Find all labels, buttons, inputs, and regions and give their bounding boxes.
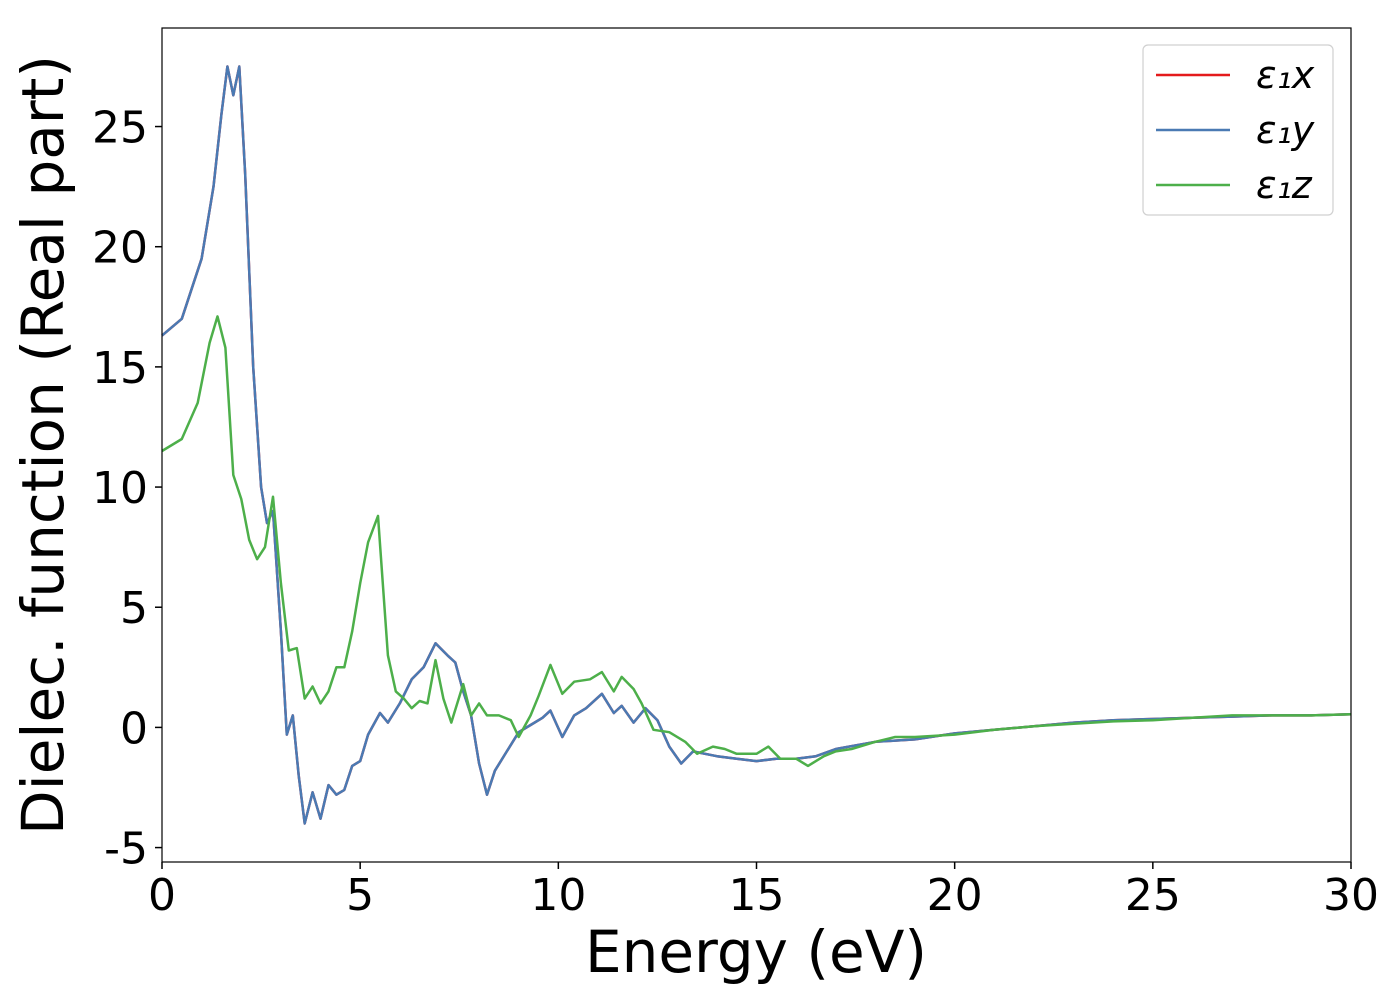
- line-series: [161, 65, 1352, 825]
- y-tick-label: 0: [120, 703, 148, 754]
- x-axis-label: Energy (eV): [585, 918, 927, 986]
- legend-label: ε₁z: [1256, 163, 1313, 207]
- x-tick-label: 10: [530, 870, 586, 921]
- y-tick-label: 20: [92, 223, 148, 274]
- y-tick-label: 25: [92, 103, 148, 154]
- y-tick-label: -5: [104, 824, 148, 875]
- x-tick-label: 25: [1125, 870, 1181, 921]
- x-tick-label: 0: [148, 870, 176, 921]
- x-tick-label: 5: [346, 870, 374, 921]
- line-series: [161, 315, 1352, 768]
- plot-frame: [161, 27, 1352, 863]
- x-tick-label: 30: [1323, 870, 1379, 921]
- x-tick-label: 20: [927, 870, 983, 921]
- legend-label: ε₁y: [1256, 108, 1315, 152]
- legend-box: [1142, 44, 1334, 216]
- y-axis-label: Dielec. function (Real part): [9, 55, 77, 835]
- x-tick-label: 15: [729, 870, 785, 921]
- legend-label: ε₁x: [1256, 53, 1315, 97]
- y-tick-label: 10: [92, 463, 148, 514]
- y-tick-label: 15: [92, 343, 148, 394]
- y-tick-label: 5: [120, 583, 148, 634]
